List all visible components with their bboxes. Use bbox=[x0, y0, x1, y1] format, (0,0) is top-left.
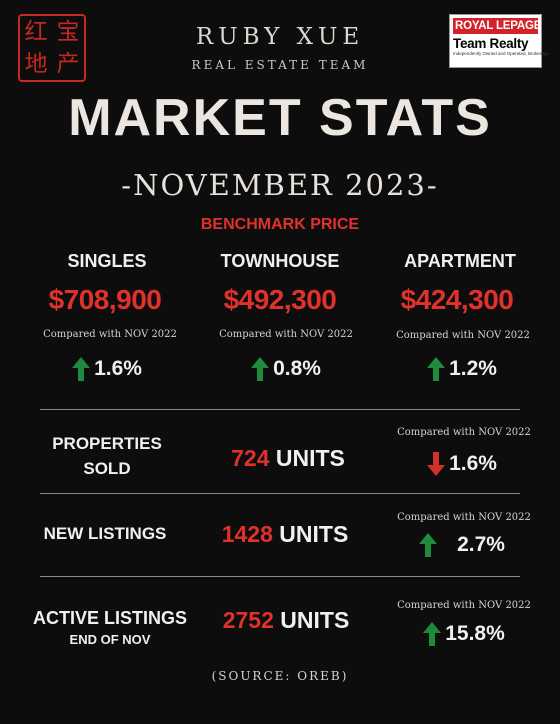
properties-sold-change: 1.6% bbox=[372, 452, 552, 476]
page-title: MARKET STATS bbox=[68, 89, 492, 147]
properties-sold-compare-note: Compared with NOV 2022 bbox=[397, 427, 531, 438]
new-listings-compare-note: Compared with NOV 2022 bbox=[397, 512, 531, 523]
brokerage-name: ROYAL LEPAGE bbox=[453, 18, 542, 34]
singles-heading: SINGLES bbox=[67, 251, 147, 271]
divider bbox=[40, 493, 520, 494]
arrow-up-icon bbox=[427, 357, 446, 381]
new-listings-value: 1428 UNITS bbox=[221, 521, 349, 547]
singles-change-value: 1.6% bbox=[94, 357, 142, 380]
townhouse-heading: TOWNHOUSE bbox=[220, 251, 340, 271]
team-subtitle: REAL ESTATE TEAM bbox=[191, 58, 369, 72]
page-subtitle: -NOVEMBER 2023- bbox=[121, 168, 439, 202]
brokerage-tagline: Independently Owned and Operated, Broker… bbox=[453, 51, 549, 56]
seal-char: 产 bbox=[56, 50, 80, 77]
townhouse-price: $492,300 bbox=[223, 284, 337, 315]
source-note: (SOURCE: OREB) bbox=[211, 669, 349, 683]
apartment-heading: APARTMENT bbox=[404, 251, 516, 271]
brokerage-logo: ROYAL LEPAGE Team Realty Independently O… bbox=[449, 14, 549, 68]
townhouse-compare-note: Compared with NOV 2022 bbox=[219, 329, 353, 340]
singles-compare-note: Compared with NOV 2022 bbox=[43, 329, 177, 340]
properties-sold-label: PROPERTIES SOLD bbox=[52, 434, 162, 478]
brokerage-team: Team Realty bbox=[453, 36, 529, 51]
divider bbox=[40, 576, 520, 577]
properties-sold-change-value: 1.6% bbox=[449, 452, 497, 475]
arrow-up-icon bbox=[251, 357, 270, 381]
arrow-down-icon bbox=[427, 452, 446, 476]
arrow-up-icon bbox=[72, 357, 91, 381]
active-listings-change-value: 15.8% bbox=[445, 622, 505, 645]
arrow-up-icon bbox=[423, 622, 442, 646]
team-seal-logo: 宝 产 红 地 bbox=[18, 14, 86, 82]
singles-price: $708,900 bbox=[48, 284, 162, 315]
new-listings-change: 2.7% bbox=[372, 533, 552, 557]
active-listings-change: 15.8% bbox=[374, 622, 554, 646]
properties-sold-value: 724 UNITS bbox=[231, 445, 345, 471]
seal-char: 地 bbox=[24, 50, 48, 77]
townhouse-change: 0.8% bbox=[196, 357, 376, 381]
seal-char: 红 bbox=[24, 18, 48, 45]
new-listings-label: NEW LISTINGS bbox=[43, 524, 167, 543]
divider bbox=[40, 409, 520, 410]
active-listings-label: ACTIVE LISTINGS END OF NOV bbox=[32, 608, 187, 647]
arrow-up-icon bbox=[419, 533, 438, 557]
apartment-compare-note: Compared with NOV 2022 bbox=[396, 330, 530, 341]
team-name: RUBY XUE bbox=[195, 24, 365, 50]
apartment-change-value: 1.2% bbox=[449, 357, 497, 380]
new-listings-change-value: 2.7% bbox=[457, 533, 505, 556]
seal-char: 宝 bbox=[56, 18, 80, 45]
apartment-change: 1.2% bbox=[372, 357, 552, 381]
singles-change: 1.6% bbox=[17, 357, 197, 381]
apartment-price: $424,300 bbox=[400, 284, 514, 315]
active-listings-value: 2752 UNITS bbox=[222, 607, 350, 633]
active-listings-compare-note: Compared with NOV 2022 bbox=[397, 600, 531, 611]
benchmark-heading: BENCHMARK PRICE bbox=[200, 216, 360, 233]
townhouse-change-value: 0.8% bbox=[273, 357, 321, 380]
